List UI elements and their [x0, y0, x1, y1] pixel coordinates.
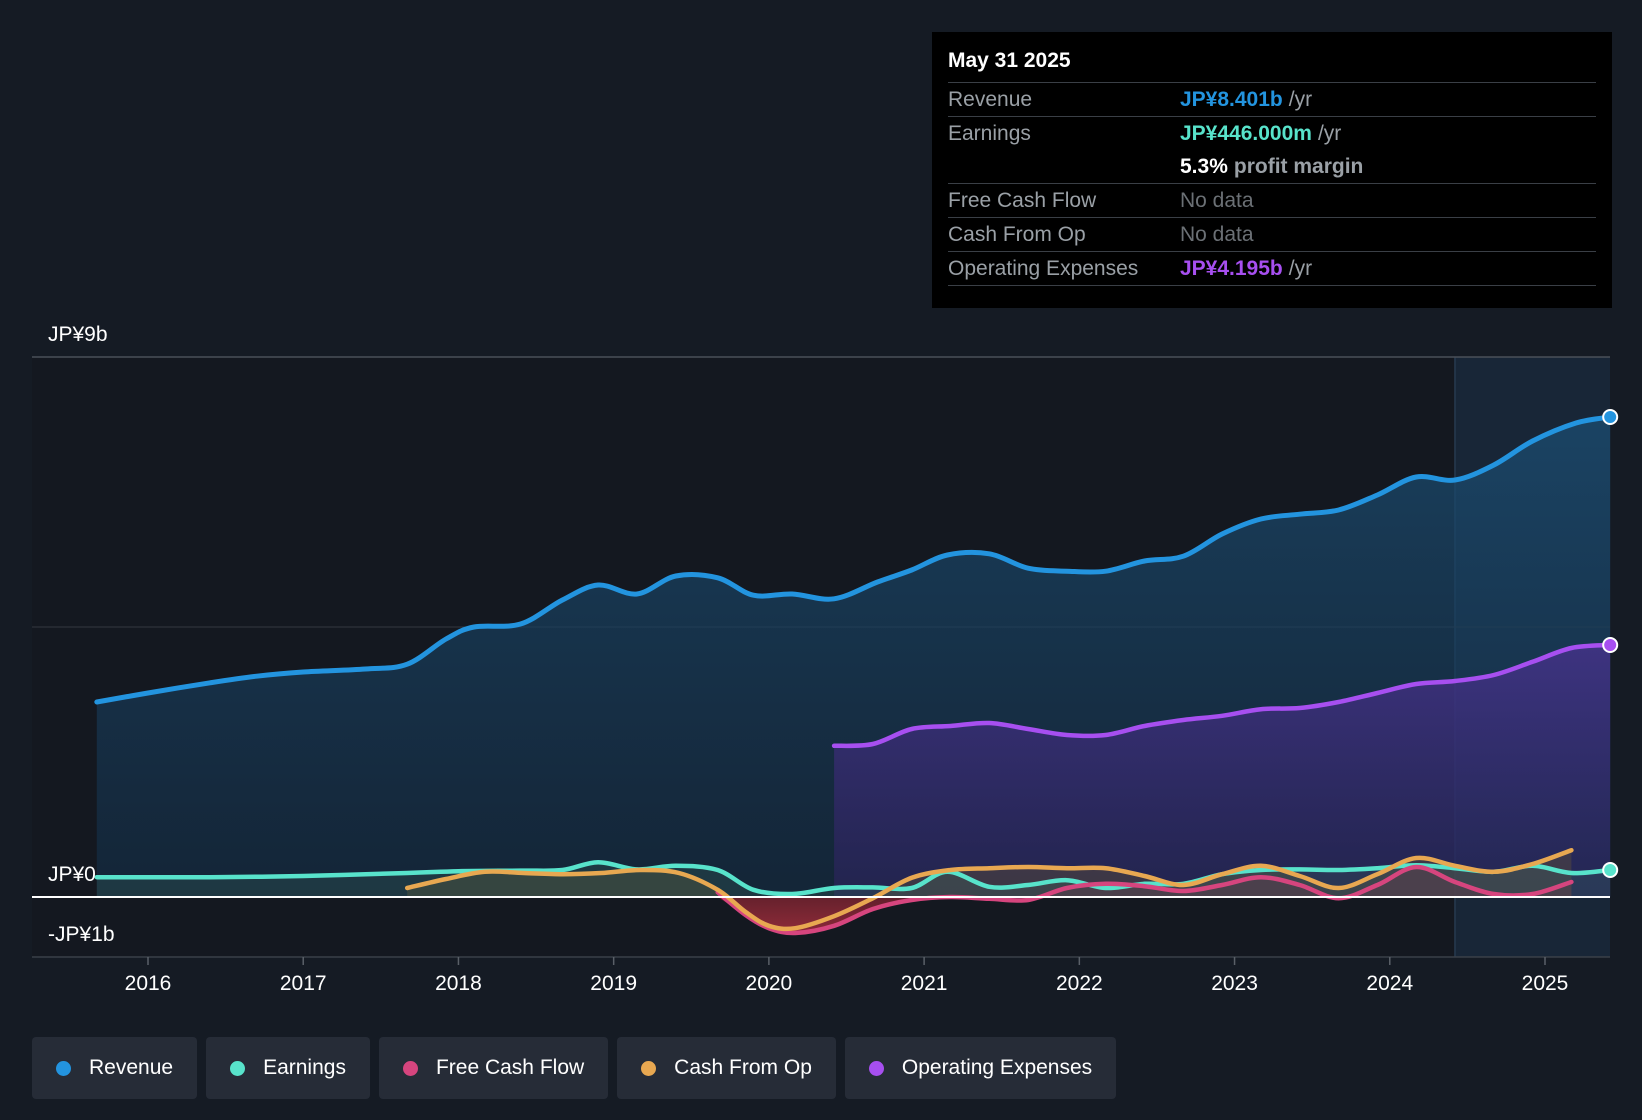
free-cash-flow-line — [715, 864, 1574, 936]
legend-dot-icon — [402, 1060, 418, 1076]
x-tick-label: 2016 — [125, 972, 172, 995]
legend-dot-icon — [56, 1060, 71, 1076]
x-tick-label: 2023 — [1211, 972, 1258, 995]
tooltip-row-revenue: Revenue JP¥8.401b /yr — [948, 82, 1596, 116]
tooltip-date: May 31 2025 — [948, 49, 1071, 72]
legend-dot-icon — [868, 1060, 884, 1076]
legend-label: Earnings — [263, 1056, 346, 1079]
legend-item-revenue[interactable]: Revenue — [32, 1037, 198, 1099]
legend-item-operating-expenses[interactable]: Operating Expenses — [844, 1037, 1117, 1099]
operating-expenses-line — [831, 642, 1613, 749]
tooltip-panel: May 31 2025 Revenue JP¥8.401b /yr Earnin… — [932, 32, 1612, 308]
profit-margin-text: profit margin — [1233, 154, 1364, 178]
tooltip-row-cfo: Cash From Op No data — [948, 217, 1596, 251]
tooltip-row-earnings: Earnings JP¥446.000m /yr — [948, 116, 1596, 150]
revenue-end-marker — [1602, 409, 1619, 425]
earnings-end-marker — [1602, 862, 1619, 878]
x-tick-label: 2020 — [746, 972, 793, 995]
x-tick-label: 2022 — [1056, 972, 1103, 995]
tooltip-value: JP¥8.401b — [1180, 87, 1283, 111]
tooltip-value: No data — [1180, 222, 1254, 246]
y-axis-label: JP¥0 — [48, 863, 96, 886]
legend-item-free-cash-flow[interactable]: Free Cash Flow — [378, 1037, 609, 1099]
profit-margin-value: 5.3% — [1180, 154, 1228, 178]
legend-item-cash-from-op[interactable]: Cash From Op — [617, 1037, 836, 1099]
x-tick-label: 2021 — [901, 972, 948, 995]
legend-label: Cash From Op — [674, 1056, 812, 1079]
tooltip-value: JP¥4.195b — [1180, 256, 1283, 280]
tooltip-label: Free Cash Flow — [948, 188, 1097, 212]
y-axis-label: JP¥9b — [48, 323, 108, 346]
legend-dot-icon — [641, 1060, 657, 1076]
tooltip-value: JP¥446.000m — [1180, 121, 1312, 145]
x-tick-label: 2018 — [435, 972, 482, 995]
operating-expenses-area — [834, 645, 1611, 897]
tooltip-label: Cash From Op — [948, 222, 1086, 246]
chart-area: 2016 2017 2018 2019 2020 2021 2022 2023 2024 2025… — [32, 323, 1619, 995]
tooltip-unit: /yr — [1288, 256, 1313, 280]
x-tick-label: 2017 — [280, 972, 327, 995]
revenue-line — [94, 414, 1613, 705]
x-tick-label: 2025 — [1522, 972, 1569, 995]
operating-expenses-end-marker — [1602, 637, 1619, 653]
legend: Revenue Earnings Free Cash Flow Cash Fro… — [32, 1037, 1117, 1099]
tooltip-row-opex: Operating Expenses JP¥4.195b /yr — [948, 251, 1596, 286]
tooltip-row-fcf: Free Cash Flow No data — [948, 183, 1596, 217]
legend-label: Free Cash Flow — [435, 1056, 585, 1079]
tooltip-value: No data — [1180, 188, 1254, 212]
x-tick-label: 2019 — [590, 972, 637, 995]
tooltip-label: Operating Expenses — [948, 256, 1139, 280]
legend-label: Revenue — [89, 1056, 174, 1079]
tooltip-label: Earnings — [948, 121, 1031, 145]
tooltip-label: Revenue — [948, 87, 1033, 111]
tooltip-unit: /yr — [1288, 87, 1313, 111]
legend-item-earnings[interactable]: Earnings — [206, 1037, 370, 1099]
y-axis-label: -JP¥1b — [48, 923, 115, 946]
tooltip-row-margin: 5.3% profit margin — [948, 150, 1596, 183]
x-tick-label: 2024 — [1366, 972, 1413, 995]
legend-dot-icon — [230, 1060, 246, 1076]
legend-label: Operating Expenses — [901, 1056, 1093, 1079]
tooltip-unit: /yr — [1317, 121, 1342, 145]
cash-from-op-line — [404, 847, 1574, 932]
earnings-area — [96, 862, 1611, 897]
